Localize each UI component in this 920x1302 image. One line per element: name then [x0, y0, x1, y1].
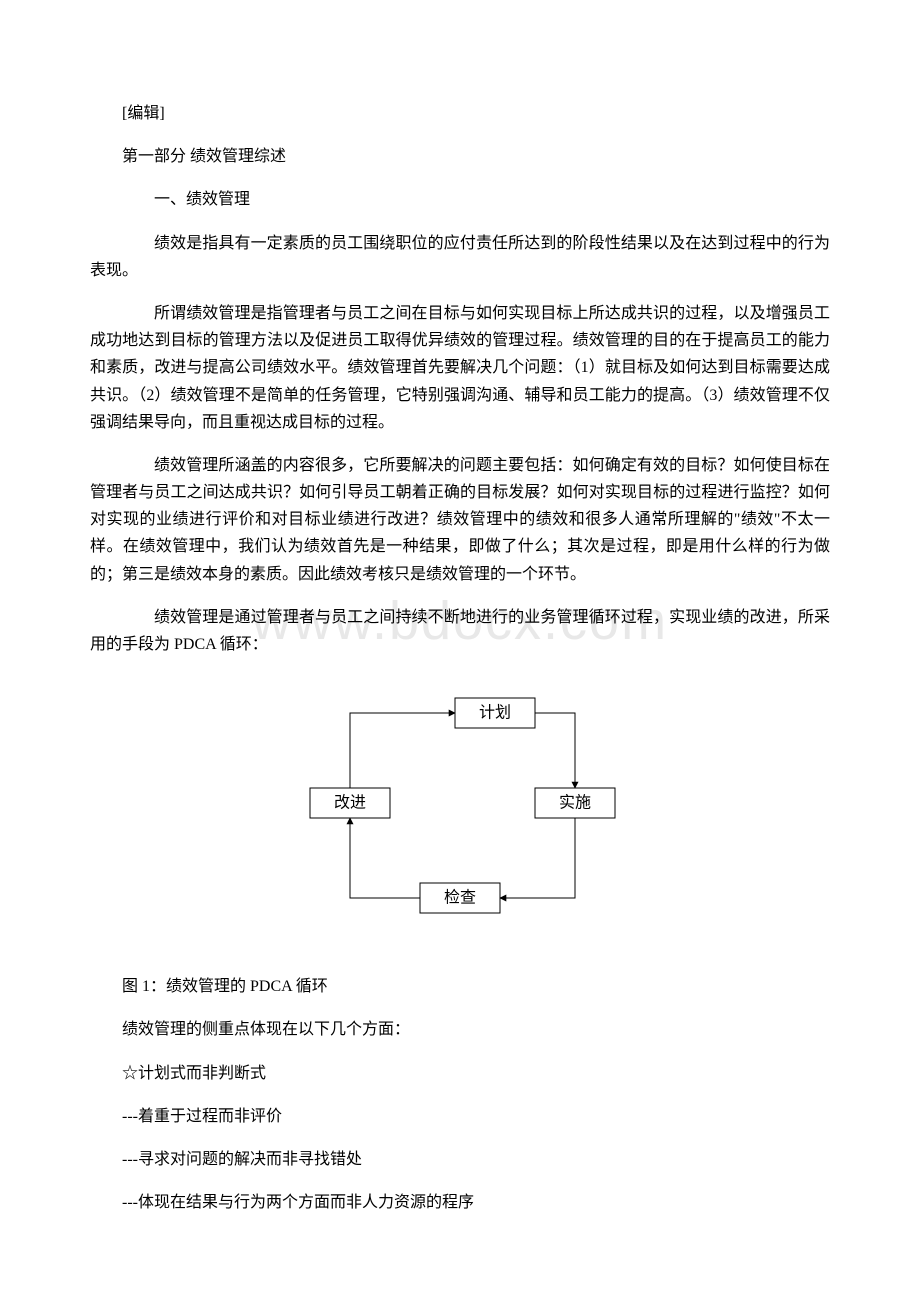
paragraph-3: 绩效管理所涵盖的内容很多，它所要解决的问题主要包括：如何确定有效的目标？如何使目…	[90, 452, 830, 588]
pdca-svg: 计划实施检查 改进	[290, 678, 630, 938]
paragraph-1: 绩效是指具有一定素质的员工围绕职位的应付责任所达到的阶段性结果以及在达到过程中的…	[90, 230, 830, 284]
edit-label: [编辑]	[90, 100, 830, 127]
paragraph-4: 绩效管理是通过管理者与员工之间持续不断地进行的业务管理循环过程，实现业绩的改进，…	[90, 604, 830, 658]
document-content: [编辑] 第一部分 绩效管理综述 一、绩效管理 绩效是指具有一定素质的员工围绕职…	[90, 100, 830, 1216]
part-title: 第一部分 绩效管理综述	[90, 143, 830, 170]
aspects-intro: 绩效管理的侧重点体现在以下几个方面：	[90, 1016, 830, 1043]
section-title: 一、绩效管理	[90, 186, 830, 213]
edge-act-plan	[350, 713, 455, 788]
node-do: 实施	[535, 788, 615, 818]
bullet-3: ---体现在结果与行为两个方面而非人力资源的程序	[90, 1189, 830, 1216]
svg-text:计划: 计划	[479, 704, 511, 722]
node-plan: 计划	[455, 698, 535, 728]
svg-text:改进: 改进	[334, 794, 366, 812]
edge-plan-do	[535, 713, 575, 788]
svg-text:检查: 检查	[444, 889, 476, 907]
svg-text:实施: 实施	[559, 794, 591, 812]
node-check: 检查	[420, 883, 500, 913]
edge-check-act	[350, 818, 420, 898]
bullet-1: ---着重于过程而非评价	[90, 1103, 830, 1130]
figure-caption: 图 1：绩效管理的 PDCA 循环	[90, 973, 830, 1000]
aspect-1: ☆计划式而非判断式	[90, 1060, 830, 1087]
edge-do-check	[500, 818, 575, 898]
bullet-2: ---寻求对问题的解决而非寻找错处	[90, 1146, 830, 1173]
pdca-diagram: 计划实施检查 改进	[90, 678, 830, 943]
node-act: 改进	[310, 788, 390, 818]
paragraph-2: 所谓绩效管理是指管理者与员工之间在目标与如何实现目标上所达成共识的过程，以及增强…	[90, 300, 830, 436]
